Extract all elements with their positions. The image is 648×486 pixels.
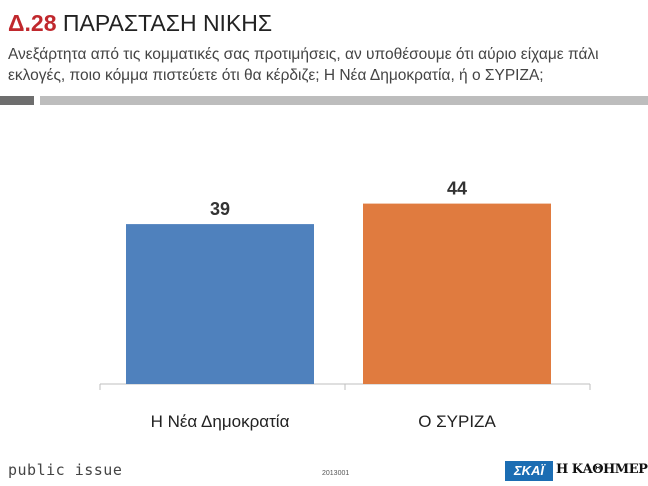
category-label: Ο ΣΥΡΙΖΑ [418, 412, 496, 431]
data-label: 39 [210, 199, 230, 219]
question-text: Ανεξάρτητα από τις κομματικές σας προτιμ… [8, 46, 599, 84]
category-label: Η Νέα Δημοκρατία [151, 412, 290, 431]
bar-chart: 39 Η Νέα Δημοκρατία 44 Ο ΣΥΡΙΖΑ [99, 179, 591, 431]
page-title: Δ.28 ΠΑΡΑΣΤΑΣΗ ΝΙΚΗΣ [8, 9, 272, 37]
bar [363, 203, 551, 384]
brand-logo-public-issue: public issue [8, 461, 123, 479]
logo-skai: ΣΚΑΪ [505, 461, 553, 481]
bar [126, 224, 314, 384]
divider-light [40, 96, 648, 105]
question-title: ΠΑΡΑΣΤΑΣΗ ΝΙΚΗΣ [62, 10, 273, 36]
divider-dark [0, 96, 34, 105]
question-code: Δ.28 [8, 10, 57, 36]
data-label: 44 [447, 179, 467, 199]
survey-code: 2013001 [322, 470, 350, 477]
logo-kathimerini: Η ΚΑΘΗΜΕΡΙΝΗ [556, 462, 648, 477]
